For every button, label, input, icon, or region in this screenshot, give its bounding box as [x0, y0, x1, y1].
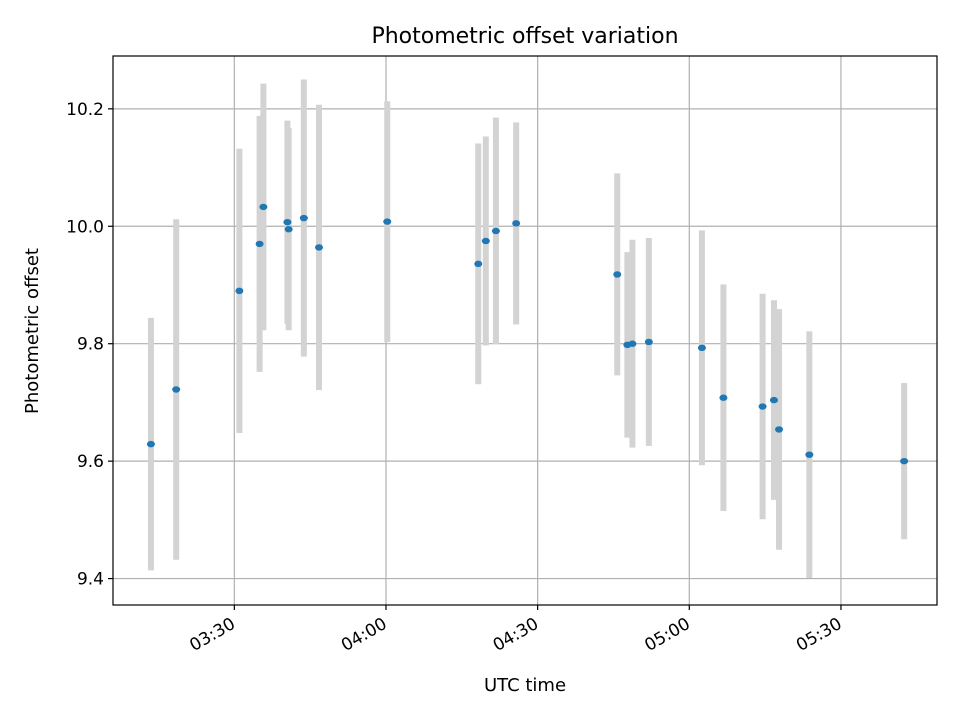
- data-point: [284, 226, 293, 233]
- data-point: [775, 426, 784, 433]
- chart-title: Photometric offset variation: [371, 24, 678, 49]
- data-point: [299, 214, 308, 222]
- data-point: [769, 396, 778, 404]
- data-point: [146, 440, 155, 448]
- data-points: [146, 203, 909, 465]
- y-tick-label: 10.0: [66, 217, 104, 237]
- y-axis-ticks: 9.4 9.6 9.8 10.0 10.2: [66, 100, 113, 590]
- data-point: [719, 394, 728, 401]
- data-point: [259, 203, 268, 211]
- data-point: [900, 457, 909, 465]
- data-point: [474, 260, 483, 268]
- x-axis-label: UTC time: [484, 675, 566, 696]
- y-tick-label: 9.8: [77, 335, 104, 355]
- y-tick-label: 10.2: [66, 100, 104, 120]
- y-axis-label: Photometric offset: [22, 248, 43, 414]
- data-point: [628, 340, 637, 347]
- data-point: [805, 451, 814, 458]
- plot-area-frame: [112, 55, 938, 606]
- y-tick-label: 9.4: [77, 570, 104, 590]
- data-point: [613, 271, 622, 278]
- data-point: [697, 344, 706, 352]
- data-point: [255, 240, 264, 248]
- data-point: [172, 386, 181, 393]
- data-point: [491, 227, 500, 235]
- data-point: [758, 403, 767, 410]
- y-tick-label: 9.6: [77, 452, 104, 472]
- data-point: [315, 244, 323, 251]
- data-point: [481, 237, 490, 245]
- data-point: [512, 220, 521, 227]
- data-point: [383, 218, 392, 225]
- data-point: [235, 287, 244, 295]
- data-point: [283, 218, 292, 226]
- data-point: [644, 338, 653, 346]
